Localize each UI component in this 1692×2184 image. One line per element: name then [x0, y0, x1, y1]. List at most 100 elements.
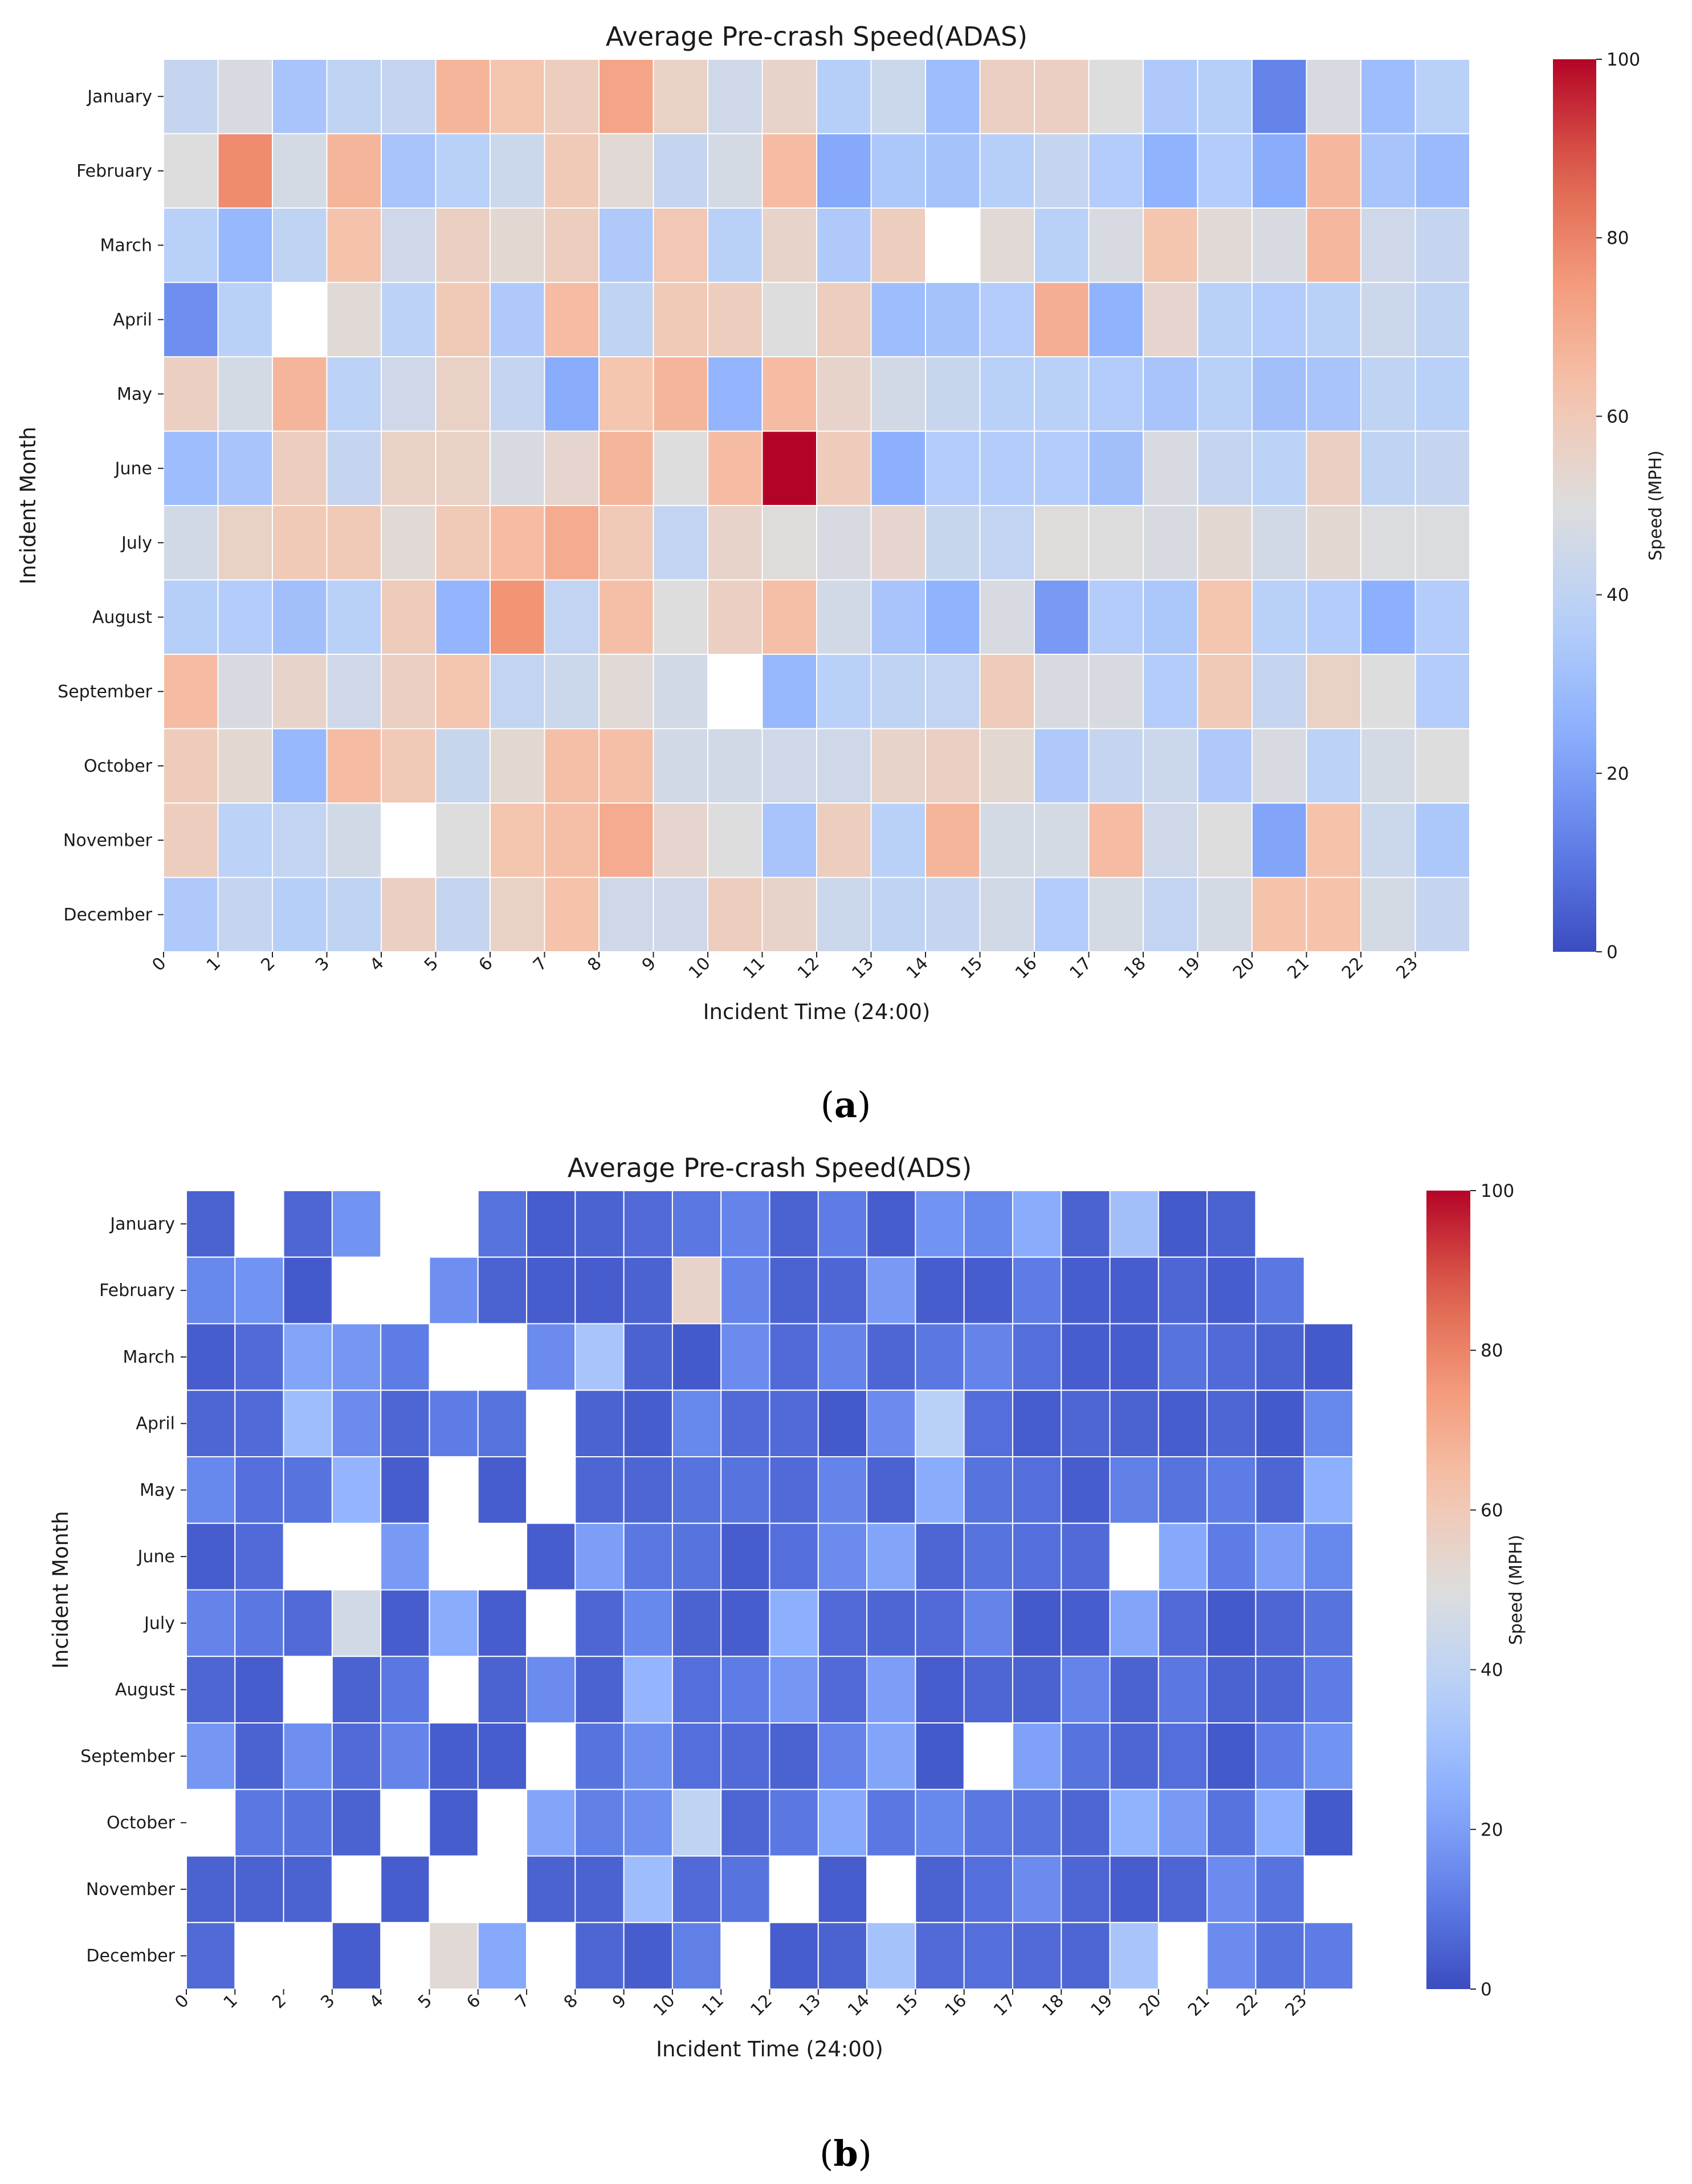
heatmap-cell	[1360, 802, 1416, 878]
heatmap-cell	[653, 133, 708, 209]
heatmap-cell	[1012, 1522, 1062, 1591]
heatmap-cell	[477, 1589, 528, 1657]
heatmap-cell	[1414, 59, 1470, 135]
heatmap-cell	[1206, 1855, 1257, 1924]
heatmap-cell	[1255, 1256, 1305, 1325]
heatmap-cell	[326, 430, 382, 506]
colorbar: 0 20 40 60 80 100 Speed (MPH)	[1426, 1181, 1526, 2000]
heatmap-cell	[477, 1256, 528, 1325]
heatmap-cell	[326, 133, 382, 209]
heatmap-cell	[915, 1323, 965, 1391]
heatmap-cell	[326, 356, 382, 432]
heatmap-cell	[429, 1722, 479, 1790]
heatmap-cell	[1157, 1190, 1208, 1258]
heatmap-cell	[816, 728, 872, 804]
heatmap-cell	[163, 207, 219, 283]
x-tick-label: 6	[475, 954, 496, 975]
x-tick-label: 5	[414, 1991, 436, 2012]
heatmap-cell	[1109, 1788, 1159, 1857]
y-tick-label: March	[123, 1347, 175, 1367]
heatmap-cell	[490, 282, 545, 357]
heatmap-cell	[1255, 1656, 1305, 1723]
x-axis-label: Incident Time (24:00)	[703, 1000, 931, 1024]
heatmap-cell	[816, 802, 872, 878]
heatmap-cell	[915, 1722, 965, 1790]
x-tick-label: 17	[990, 1991, 1020, 2020]
heatmap-cell	[1255, 1589, 1305, 1657]
heatmap-cell	[598, 728, 654, 804]
x-tick-label: 17	[1066, 954, 1095, 983]
heatmap-cell	[1157, 1456, 1208, 1524]
heatmap-cell	[769, 1788, 819, 1857]
heatmap-cell	[1143, 282, 1198, 357]
heatmap-cell	[163, 654, 219, 730]
heatmap-cell	[979, 356, 1035, 432]
heatmap-cell	[186, 1922, 236, 1990]
heatmap-cell	[1061, 1922, 1111, 1990]
y-tick-label: May	[117, 384, 152, 404]
heatmap-cell	[186, 1456, 236, 1524]
heatmap-cell	[1034, 802, 1090, 878]
heatmap-cell	[574, 1190, 625, 1258]
heatmap-cell	[1012, 1656, 1062, 1723]
heatmap-cell	[380, 1722, 430, 1790]
heatmap-cell	[671, 1323, 722, 1391]
heatmap-cell	[1088, 430, 1144, 506]
heatmap-cell	[381, 133, 437, 209]
x-axis-label: Incident Time (24:00)	[656, 2037, 883, 2061]
heatmap-cell	[380, 1589, 430, 1657]
heatmap-cell	[761, 728, 817, 804]
heatmap-cell	[963, 1589, 1013, 1657]
heatmap-cell	[1251, 282, 1307, 357]
heatmap-cell	[429, 1788, 479, 1857]
heatmap-cell	[1061, 1390, 1111, 1457]
heatmap-cell	[1303, 1656, 1353, 1723]
x-tick-label: 21	[1184, 1991, 1214, 2020]
heatmap-cell	[1197, 133, 1253, 209]
heatmap-cell	[186, 1855, 236, 1924]
y-tick-label: November	[63, 830, 153, 850]
heatmap-cell	[381, 207, 437, 283]
heatmap-cell	[272, 728, 328, 804]
colorbar-tick-label: 80	[1481, 1340, 1503, 1361]
heatmap-cell	[925, 430, 981, 506]
heatmap-cell	[623, 1656, 673, 1723]
heatmap-cell	[1251, 579, 1307, 655]
x-tick-label: 10	[650, 1991, 679, 2020]
heatmap-cell	[217, 579, 273, 655]
heatmap-cell	[1197, 728, 1253, 804]
heatmap-cell	[707, 282, 763, 357]
heatmap-cell	[490, 505, 545, 581]
heatmap-cell	[490, 579, 545, 655]
heatmap-cell	[217, 877, 273, 952]
heatmap-cell	[380, 1390, 430, 1457]
heatmap-cell	[720, 1256, 770, 1325]
heatmap-cell	[1251, 207, 1307, 283]
heatmap-cell	[1251, 356, 1307, 432]
heatmap-cell	[381, 579, 437, 655]
heatmap-cell	[1143, 579, 1198, 655]
heatmap-cell	[331, 1390, 382, 1457]
heatmap-cell	[1012, 1722, 1062, 1790]
heatmap-cell	[544, 505, 600, 581]
heatmap-cell	[1061, 1256, 1111, 1325]
heatmap-cell	[1206, 1256, 1257, 1325]
y-tick-label: August	[92, 608, 152, 628]
heatmap-cell	[490, 877, 545, 952]
heatmap-cell	[272, 133, 328, 209]
heatmap-cell	[817, 1656, 868, 1723]
heatmap-cell	[1197, 802, 1253, 878]
x-tick-label: 23	[1282, 1991, 1311, 2020]
heatmap-cell	[380, 1456, 430, 1524]
heatmap-cell	[435, 654, 491, 730]
heatmap-cell	[234, 1522, 284, 1591]
heatmap-cell	[761, 579, 817, 655]
x-tick-label: 13	[796, 1991, 825, 2020]
heatmap-cell	[816, 207, 872, 283]
heatmap-cell	[623, 1722, 673, 1790]
x-axis: 0 1 2 3 4 5 6 7 8 9 10 11 12 13 14 15 16 17 18 19 20 21 22 23	[148, 952, 1422, 983]
heatmap-cell	[234, 1722, 284, 1790]
heatmap-cell	[598, 654, 654, 730]
heatmap-cell	[234, 1589, 284, 1657]
heatmap-cell	[769, 1390, 819, 1457]
